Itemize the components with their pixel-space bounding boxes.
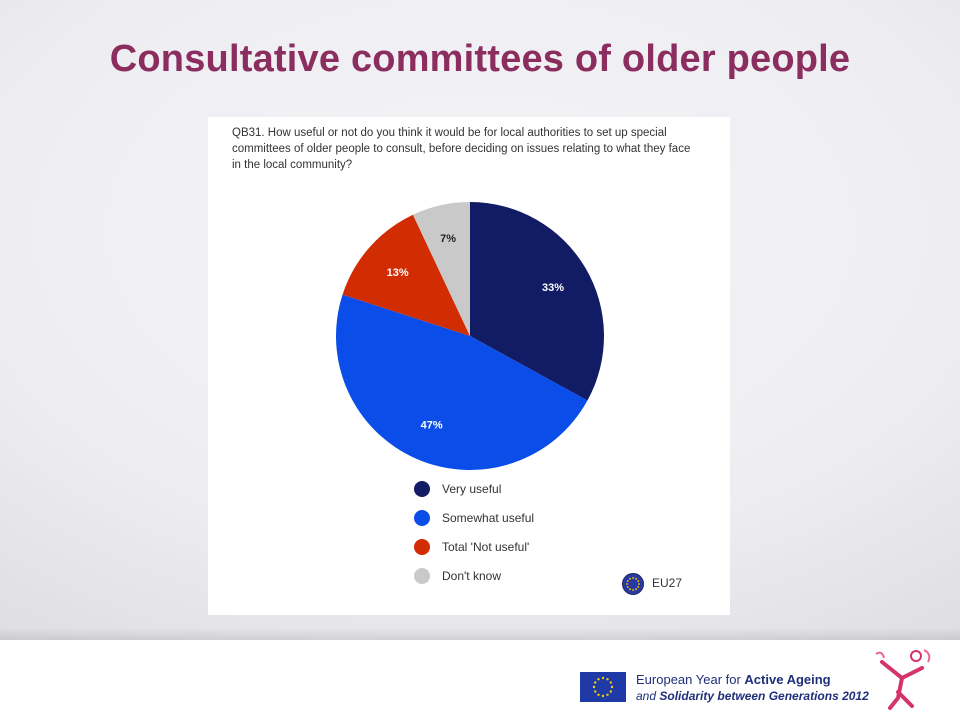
chart-panel: QB31. How useful or not do you think it …: [208, 117, 730, 615]
eu-flag-icon: [580, 672, 626, 702]
footer-shadow: [0, 628, 960, 642]
eu-flag-icon: [622, 573, 644, 595]
eu-star: [597, 693, 600, 696]
region-label: EU27: [652, 576, 683, 590]
legend-label-very-useful: Very useful: [442, 482, 502, 496]
logo-line-2-suffix: 2012: [838, 689, 869, 703]
eu-star: [594, 690, 597, 693]
eu-star: [629, 588, 631, 591]
eu-star: [632, 589, 634, 591]
eu-star: [626, 580, 629, 582]
pie-slice-dont-know: [412, 202, 470, 336]
eu-star: [610, 685, 614, 689]
eu-star: [635, 588, 637, 591]
eu-star: [609, 681, 612, 684]
eu-star: [597, 678, 600, 681]
pie-chart: 33% 47% 13% 7%: [336, 202, 604, 471]
eu-star: [594, 681, 597, 684]
pie-slice-not-useful: [342, 214, 470, 336]
eu-star: [626, 586, 629, 588]
logo-line-1: European Year for Active Ageing: [636, 672, 831, 687]
pie-label-dont-know: 7%: [440, 233, 456, 245]
eu-star: [637, 586, 640, 588]
eu-star: [637, 580, 640, 582]
logo-line-1-prefix: European Year for: [636, 672, 745, 687]
legend-label-not-useful: Total 'Not useful': [442, 540, 530, 554]
footer-band: [0, 640, 960, 720]
logo-line-2-prefix: and: [636, 689, 660, 703]
pie-label-very-useful: 33%: [542, 282, 564, 294]
eu-star: [606, 678, 609, 681]
eu-star: [601, 694, 605, 698]
active-ageing-figure-icon: [875, 649, 931, 710]
legend-label-somewhat-useful: Somewhat useful: [442, 511, 535, 525]
slide-title: Consultative committees of older people: [109, 38, 851, 80]
legend-swatch-somewhat-useful: [414, 510, 430, 526]
legend-swatch-dont-know: [414, 568, 430, 584]
eu-star: [629, 577, 631, 580]
pie-slice-somewhat-useful: [336, 294, 588, 471]
eu-star: [635, 577, 637, 580]
legend-label-dont-know: Don't know: [442, 569, 501, 583]
logo-line-2-bold: Solidarity between Generations: [659, 689, 839, 703]
logo-line-1-bold: Active Ageing: [744, 672, 831, 687]
pie-label-not-useful: 13%: [387, 267, 409, 279]
eu-star: [592, 685, 596, 689]
pie-label-somewhat-useful: 47%: [421, 420, 443, 432]
logo-line-2: and Solidarity between Generations 2012: [636, 689, 869, 703]
footer-logo: European Year for Active Ageing and Soli…: [580, 668, 880, 708]
eu-star: [632, 577, 634, 579]
legend-swatch-very-useful: [414, 481, 430, 497]
legend-swatch-not-useful: [414, 539, 430, 555]
eu-star: [606, 693, 609, 696]
eu-star: [609, 690, 612, 693]
eu-star: [626, 583, 628, 585]
eu-star: [601, 676, 605, 680]
pie-slice-very-useful: [470, 202, 604, 401]
chart-question: QB31. How useful or not do you think it …: [232, 127, 691, 171]
eu-star: [638, 583, 640, 585]
